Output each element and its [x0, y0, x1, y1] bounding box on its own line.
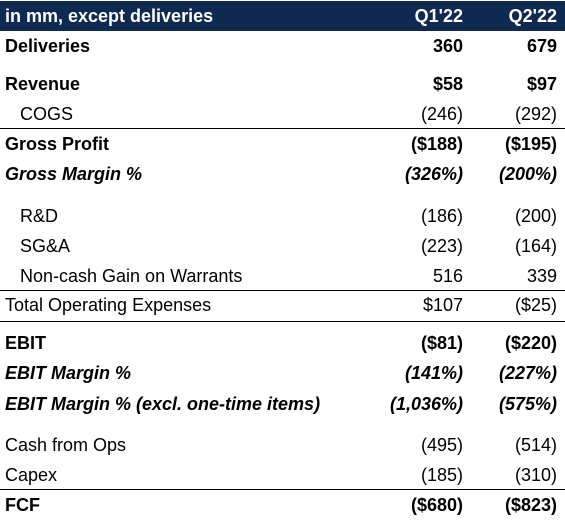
row-q2-value: 679 — [526, 36, 557, 56]
row-gross-profit: Gross Profit ($188) ($195) — [0, 129, 565, 159]
row-label: Revenue — [5, 74, 81, 94]
row-q1-value: $58 — [432, 74, 463, 94]
row-q1-value: (141%) — [404, 363, 463, 383]
row-q2-value: (227%) — [498, 363, 557, 383]
row-revenue: Revenue $58 $97 — [0, 69, 565, 99]
row-q2-value: ($823) — [504, 495, 557, 515]
row-total-opex: Total Operating Expenses $107 ($25) — [0, 290, 565, 320]
row-fcf: FCF ($680) ($823) — [0, 490, 565, 520]
row-label: R&D — [20, 206, 59, 226]
row-ebit-margin: EBIT Margin % (141%) (227%) — [0, 358, 565, 388]
row-q2-value: $97 — [526, 74, 557, 94]
row-label: EBIT — [5, 333, 47, 353]
header-label: in mm, except deliveries — [5, 6, 214, 26]
row-q2-value: ($195) — [504, 134, 557, 154]
row-q1-value: $107 — [422, 295, 463, 315]
divider — [0, 290, 565, 291]
row-q1-value: (185) — [420, 465, 463, 485]
row-cash-from-ops: Cash from Ops (495) (514) — [0, 430, 565, 460]
row-ebit: EBIT ($81) ($220) — [0, 328, 565, 358]
row-label: Deliveries — [5, 36, 91, 56]
row-q1-value: (223) — [420, 236, 463, 256]
row-q2-value: (575%) — [498, 394, 557, 414]
row-q1-value: (1,036%) — [389, 394, 463, 414]
row-label: Capex — [5, 465, 58, 485]
row-q1-value: ($81) — [420, 333, 463, 353]
row-label: Gross Profit — [5, 134, 110, 154]
divider — [0, 321, 565, 322]
table-header: in mm, except deliveries Q1'22 Q2'22 — [0, 1, 565, 31]
row-q2-value: (200) — [514, 206, 557, 226]
row-q1-value: (495) — [420, 435, 463, 455]
row-label: EBIT Margin % — [5, 363, 132, 383]
row-label: Cash from Ops — [5, 435, 127, 455]
header-q2: Q2'22 — [508, 6, 557, 26]
row-label: COGS — [20, 104, 74, 124]
row-q1-value: (326%) — [404, 164, 463, 184]
row-q1-value: (186) — [420, 206, 463, 226]
row-q2-value: 339 — [526, 266, 557, 286]
row-sga: SG&A (223) (164) — [0, 231, 565, 261]
row-gross-margin: Gross Margin % (326%) (200%) — [0, 159, 565, 189]
row-label: FCF — [5, 495, 40, 515]
row-ebit-margin-excl: EBIT Margin % (excl. one-time items) (1,… — [0, 389, 565, 419]
row-deliveries: Deliveries 360 679 — [0, 31, 565, 61]
row-label: Gross Margin % — [5, 164, 143, 184]
row-label: Total Operating Expenses — [5, 295, 212, 315]
row-label: SG&A — [20, 236, 71, 256]
row-q2-value: (514) — [514, 435, 557, 455]
row-label: EBIT Margin % (excl. one-time items) — [5, 394, 321, 414]
header-q1: Q1'22 — [414, 6, 463, 26]
row-q1-value: 516 — [432, 266, 463, 286]
row-q2-value: ($25) — [514, 295, 557, 315]
row-q1-value: (246) — [420, 104, 463, 124]
row-q2-value: (310) — [514, 465, 557, 485]
row-rnd: R&D (186) (200) — [0, 201, 565, 231]
row-warrants-gain: Non-cash Gain on Warrants 516 339 — [0, 261, 565, 291]
row-q1-value: ($680) — [410, 495, 463, 515]
row-cogs: COGS (246) (292) — [0, 99, 565, 129]
row-q1-value: 360 — [432, 36, 463, 56]
row-capex: Capex (185) (310) — [0, 460, 565, 490]
row-q2-value: ($220) — [504, 333, 557, 353]
row-q1-value: ($188) — [410, 134, 463, 154]
row-label: Non-cash Gain on Warrants — [20, 266, 243, 286]
divider — [0, 489, 565, 490]
row-q2-value: (200%) — [498, 164, 557, 184]
row-q2-value: (292) — [514, 104, 557, 124]
row-q2-value: (164) — [514, 236, 557, 256]
divider — [0, 128, 565, 129]
